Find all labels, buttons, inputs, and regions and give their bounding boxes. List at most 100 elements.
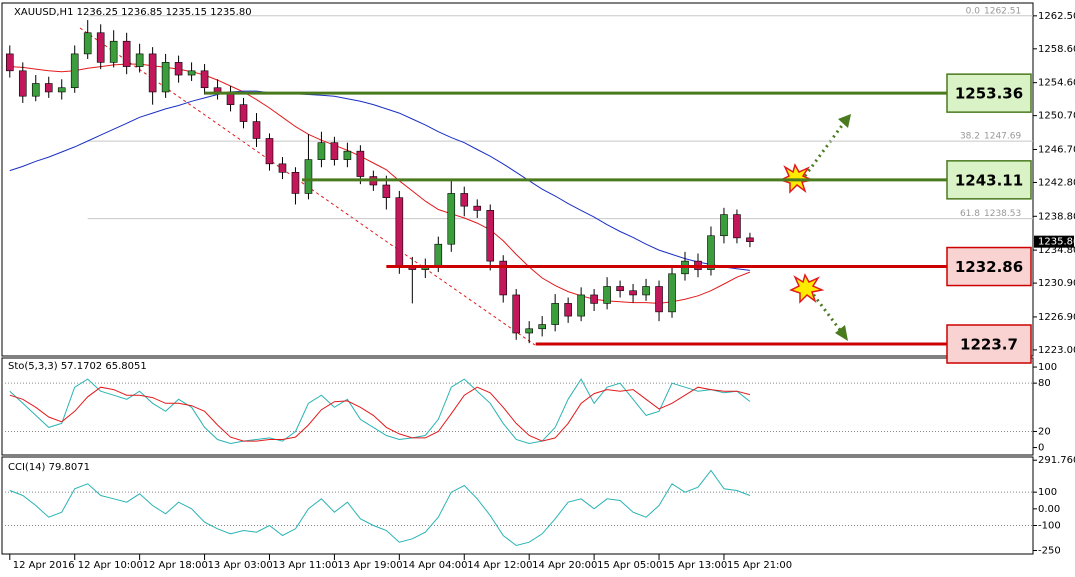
x-tick-label: 13 Apr 03:00 xyxy=(208,560,273,571)
candle-body xyxy=(135,53,144,67)
candle-body xyxy=(525,328,533,334)
y-tick-label: 1242.80 xyxy=(1038,177,1075,188)
x-tick-label: 14 Apr 12:00 xyxy=(467,560,532,571)
candle-body xyxy=(83,32,92,55)
candle-body xyxy=(720,214,728,237)
candle-body xyxy=(590,294,598,304)
y-tick-label: -100 xyxy=(1038,521,1061,532)
y-tick-label: 1226.90 xyxy=(1038,312,1075,323)
candle-body xyxy=(213,87,222,93)
indicator-line xyxy=(9,469,751,547)
y-tick-label: 1230.90 xyxy=(1038,278,1075,289)
candle-body xyxy=(473,205,482,211)
candle-body xyxy=(5,53,14,72)
fib-level: 0.0 xyxy=(966,6,981,16)
y-tick-label: 291.7602 xyxy=(1038,455,1075,466)
indicator-title: Sto(5,3,3) 57.1702 65.8051 xyxy=(8,361,147,372)
candle-body xyxy=(356,150,365,177)
burst-icon xyxy=(789,273,825,304)
candle-body xyxy=(57,87,66,93)
last-price-label: 1235.80 xyxy=(1038,237,1075,248)
x-tick-label: 13 Apr 11:00 xyxy=(272,560,337,571)
candle-body xyxy=(655,286,663,313)
level-label: 1253.36 xyxy=(955,85,1023,103)
candle-body xyxy=(486,210,495,262)
moving-average xyxy=(9,90,750,271)
candle-body xyxy=(733,214,741,239)
candle-body xyxy=(603,286,611,304)
candle-body xyxy=(395,197,404,266)
y-tick-label: 100 xyxy=(1038,362,1057,373)
candle-body xyxy=(44,83,53,93)
candle-body xyxy=(447,193,456,245)
candle-body xyxy=(382,184,391,198)
y-tick-label: -250 xyxy=(1038,546,1061,557)
x-tick-label: 15 Apr 05:00 xyxy=(597,560,662,571)
candle-body xyxy=(707,235,715,270)
last-price-box xyxy=(1034,235,1074,248)
candle-body xyxy=(434,243,443,266)
level-box xyxy=(946,73,1032,113)
level-box xyxy=(946,324,1032,364)
x-tick-label: 15 Apr 21:00 xyxy=(727,560,792,571)
x-tick-label: 15 Apr 13:00 xyxy=(662,560,727,571)
candle-body xyxy=(291,172,300,194)
y-tick-label: 80 xyxy=(1038,378,1051,389)
y-tick-label: 20 xyxy=(1038,426,1051,437)
candle-body xyxy=(330,142,339,160)
candle-body xyxy=(304,159,313,194)
candle-body xyxy=(148,53,157,93)
y-tick-label: 1262.50 xyxy=(1038,11,1075,22)
y-tick-label: 1246.70 xyxy=(1038,144,1075,155)
candle-body xyxy=(174,62,183,76)
arrow-head xyxy=(838,114,851,128)
candle-body xyxy=(564,303,572,317)
x-tick-label: 12 Apr 10:00 xyxy=(78,560,143,571)
y-tick-label: 100 xyxy=(1038,487,1057,498)
fib-price: 1262.51 xyxy=(984,6,1021,16)
candle-body xyxy=(616,286,624,292)
candle-body xyxy=(343,150,352,160)
arrow-head xyxy=(835,325,848,341)
level-box xyxy=(946,246,1032,287)
y-tick-label: 1250.70 xyxy=(1038,111,1075,122)
fib-level: 61.8 xyxy=(960,209,980,219)
x-tick-label: 14 Apr 20:00 xyxy=(532,560,597,571)
y-tick-label: 1223.00 xyxy=(1038,345,1075,356)
x-tick-label: 12 Apr 18:00 xyxy=(143,560,208,571)
candle-body xyxy=(265,138,274,165)
fib-price: 1247.69 xyxy=(984,132,1021,142)
level-box xyxy=(946,160,1032,200)
candle-body xyxy=(629,290,637,296)
candle-body xyxy=(18,70,27,97)
candle-body xyxy=(512,294,521,334)
candle-body xyxy=(317,142,326,160)
candle-body xyxy=(278,163,287,173)
level-label: 1243.11 xyxy=(955,171,1023,189)
candle-body xyxy=(70,53,79,89)
candle-body xyxy=(31,83,40,97)
y-tick-label: 0 xyxy=(1038,443,1044,454)
chart-title: XAUUSD,H1 1236.25 1236.85 1235.15 1235.8… xyxy=(14,7,252,18)
candle-body xyxy=(642,286,650,296)
level-label: 1232.86 xyxy=(955,258,1023,276)
indicator-line xyxy=(9,386,751,442)
candle-body xyxy=(187,70,196,76)
y-tick-label: 1254.60 xyxy=(1038,78,1075,89)
moving-average xyxy=(9,63,751,304)
y-tick-label: 1258.60 xyxy=(1038,44,1075,55)
y-tick-label: 1238.80 xyxy=(1038,211,1075,222)
x-tick-label: 13 Apr 19:00 xyxy=(337,560,402,571)
candle-body xyxy=(200,70,209,89)
candle-body xyxy=(460,193,469,207)
candle-body xyxy=(538,324,546,330)
candle-body xyxy=(668,273,676,313)
level-label: 1223.7 xyxy=(960,336,1018,354)
cci-panel xyxy=(1,456,1034,555)
fib-price: 1238.53 xyxy=(984,209,1021,219)
candle-body xyxy=(96,32,105,63)
candle-body xyxy=(499,260,508,296)
